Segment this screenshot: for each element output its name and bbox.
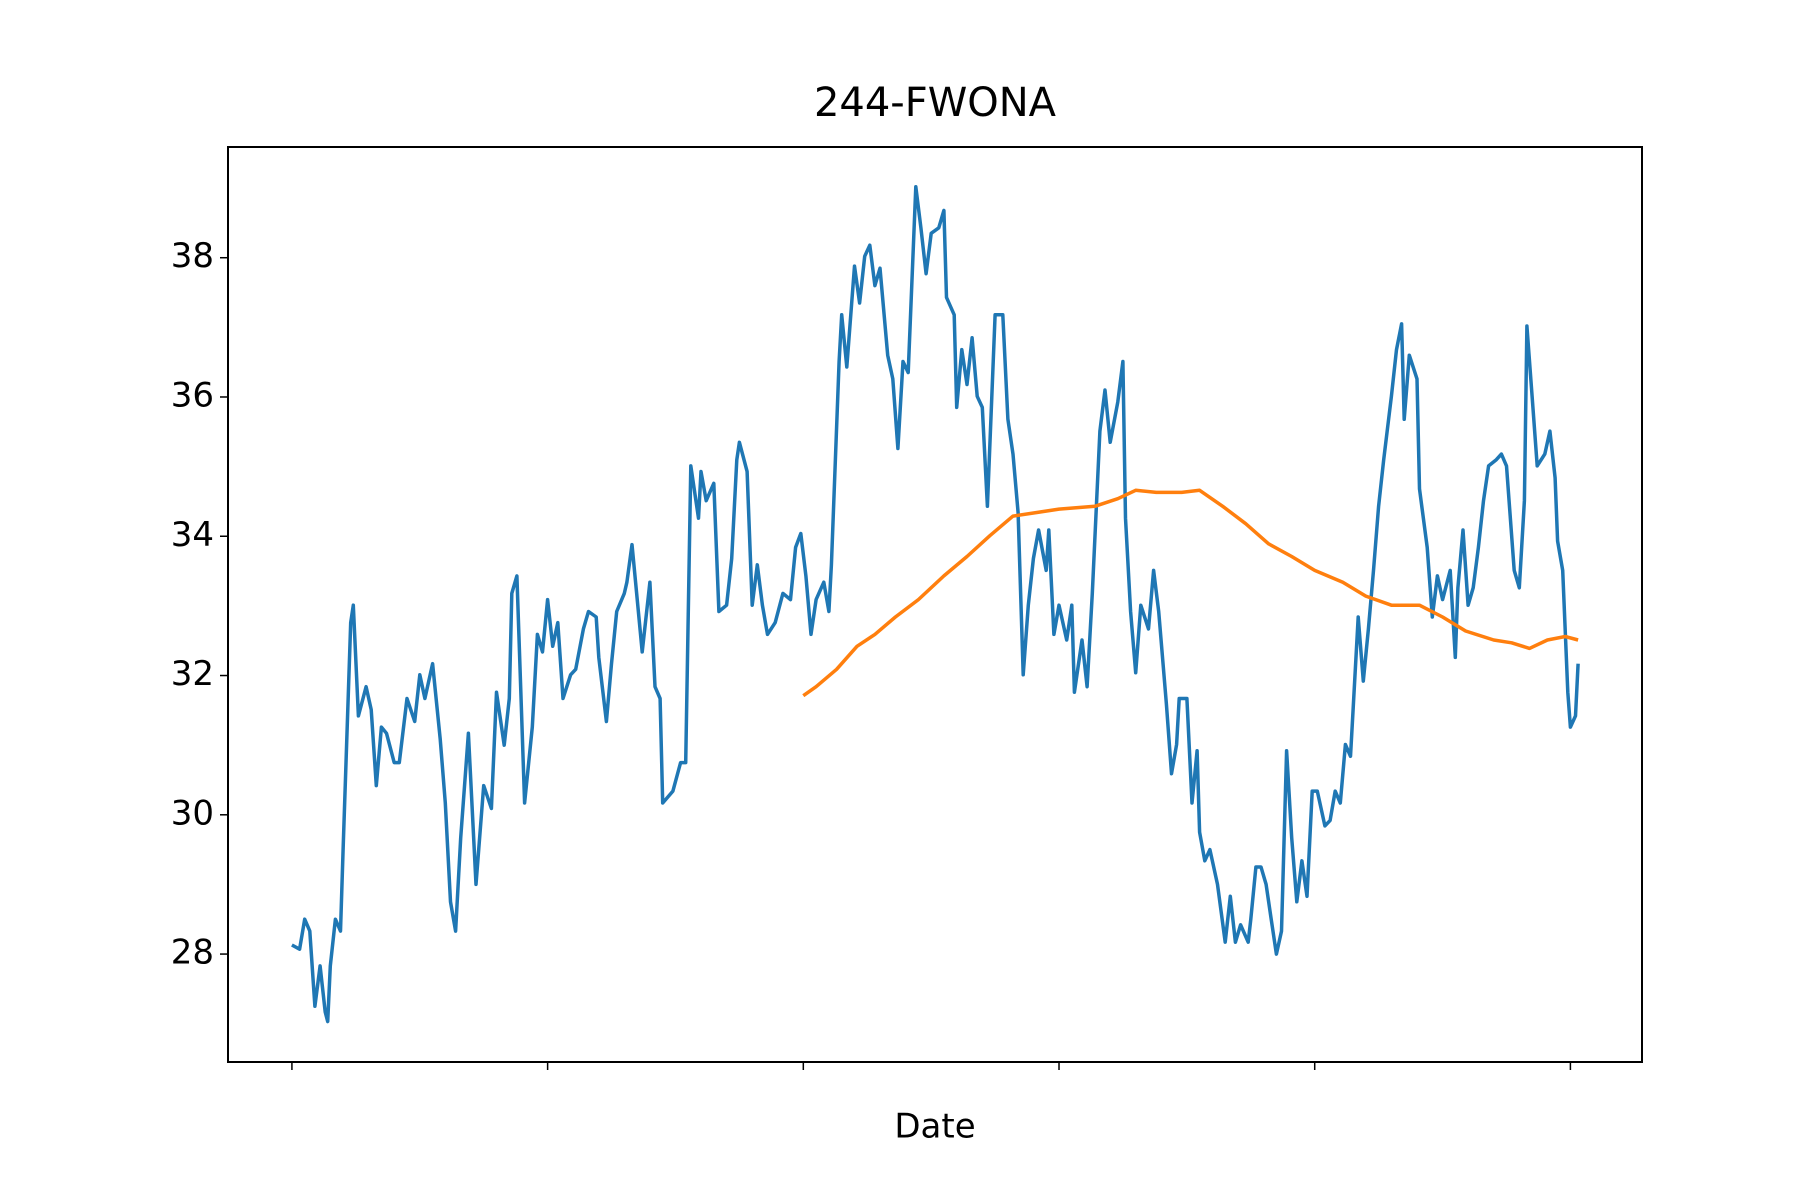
- y-tick-label: 30: [171, 793, 214, 833]
- y-tick-label: 34: [171, 515, 214, 555]
- series-line: [802, 488, 1579, 698]
- y-tick-label: 28: [171, 933, 214, 973]
- y-tick-label: 38: [171, 236, 214, 276]
- series-line: [291, 184, 1580, 1024]
- chart-title: 244-FWONA: [814, 80, 1057, 126]
- plot-frame: [227, 146, 1643, 1063]
- y-tick-label: 36: [171, 375, 214, 415]
- y-tick-label: 32: [171, 654, 214, 694]
- x-axis-label: Date: [894, 1107, 975, 1147]
